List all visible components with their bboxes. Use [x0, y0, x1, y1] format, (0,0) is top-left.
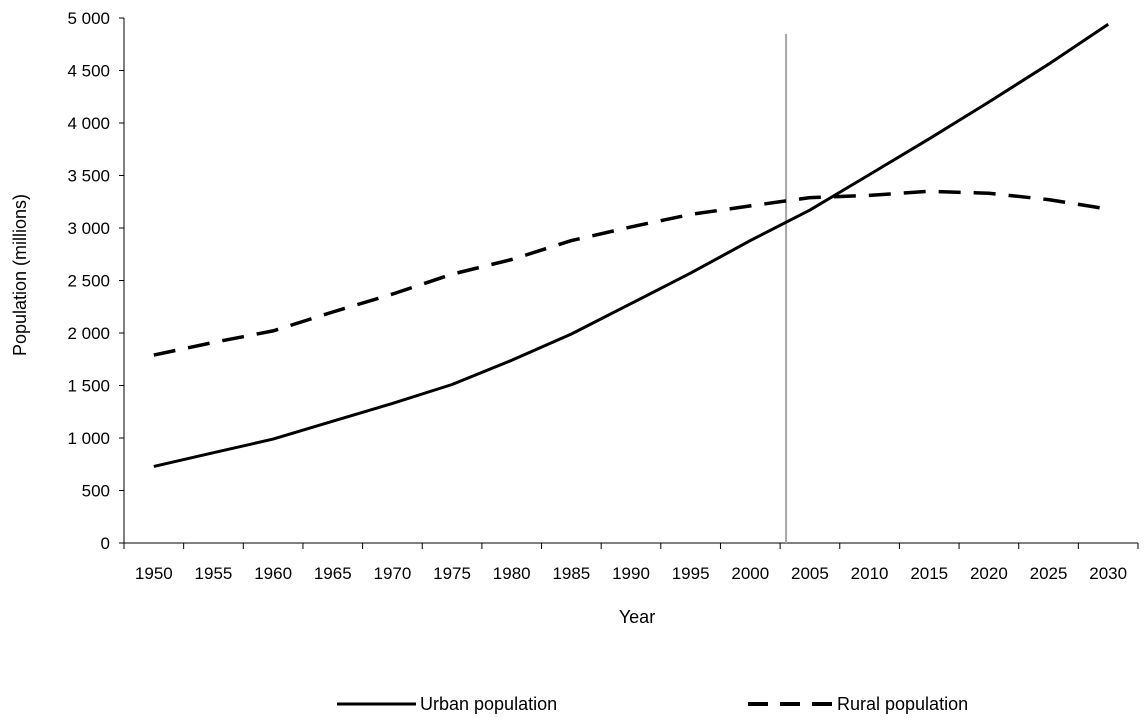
y-axis-title: Population (millions) [10, 194, 30, 356]
x-axis-title: Year [619, 607, 655, 627]
y-tick-label: 4 000 [67, 114, 110, 133]
x-tick-label: 1950 [135, 564, 173, 583]
x-tick-label: 2025 [1030, 564, 1068, 583]
x-tick-label: 1980 [493, 564, 531, 583]
y-tick-label: 1 000 [67, 429, 110, 448]
y-tick-label: 3 500 [67, 167, 110, 186]
y-tick-label: 4 500 [67, 62, 110, 81]
x-tick-label: 1960 [254, 564, 292, 583]
y-tick-label: 1 500 [67, 377, 110, 396]
x-tick-label: 1995 [672, 564, 710, 583]
x-axis: 1950 1955 1960 1965 1970 1975 1980 1985 1990 1995… [123, 542, 1139, 583]
series-lines [153, 23, 1110, 468]
x-tick-label: 2000 [731, 564, 769, 583]
y-tick-label: 2 500 [67, 272, 110, 291]
y-tick-label: 500 [82, 482, 110, 501]
x-tick-label: 2010 [851, 564, 889, 583]
y-tick-label: 3 000 [67, 219, 110, 238]
y-tick-label: 0 [101, 534, 110, 553]
legend-label-rural: Rural population [837, 694, 968, 714]
y-tick-label: 5 000 [67, 9, 110, 28]
x-tick-label: 1990 [612, 564, 650, 583]
x-tick-label: 1965 [314, 564, 352, 583]
x-tick-label: 2030 [1089, 564, 1127, 583]
x-tick-label: 2020 [970, 564, 1008, 583]
series-line-urban [153, 23, 1110, 468]
x-tick-label: 1975 [433, 564, 471, 583]
x-tick-label: 1985 [552, 564, 590, 583]
legend: Urban population Rural population [337, 694, 968, 714]
x-tick-label: 1970 [373, 564, 411, 583]
x-tick-label: 2015 [910, 564, 948, 583]
series-line-rural [153, 189, 1109, 357]
legend-label-urban: Urban population [420, 694, 557, 714]
y-tick-label: 2 000 [67, 324, 110, 343]
y-axis: 0 500 1 000 1 500 2 000 2 500 3 000 3 500 4 000 4… [67, 9, 125, 553]
x-tick-label: 1955 [195, 564, 233, 583]
x-tick-label: 2005 [791, 564, 829, 583]
